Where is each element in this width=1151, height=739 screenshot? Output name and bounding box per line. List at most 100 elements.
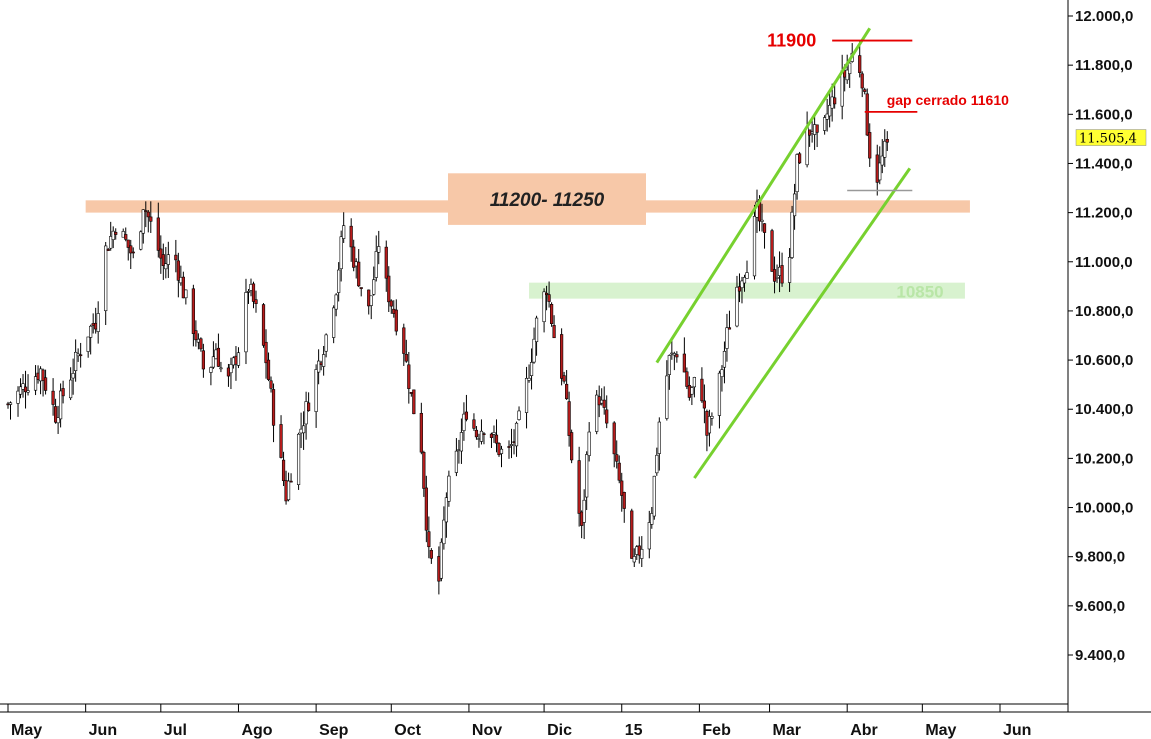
candle xyxy=(567,391,571,447)
candle xyxy=(89,324,93,355)
candle xyxy=(665,360,669,421)
candle xyxy=(337,262,341,302)
candle xyxy=(617,455,621,484)
candle xyxy=(828,91,832,128)
candle xyxy=(317,349,321,385)
candle xyxy=(86,336,90,358)
candle xyxy=(271,383,276,443)
candle xyxy=(161,243,165,280)
y-tick-label: 10.600,0 xyxy=(1075,352,1133,369)
candle xyxy=(266,352,271,382)
candle xyxy=(544,285,549,311)
candle xyxy=(26,374,30,396)
candle xyxy=(795,153,799,200)
candle xyxy=(534,315,539,356)
y-tick-label: 11.200,0 xyxy=(1075,205,1133,222)
candle xyxy=(509,428,514,459)
candle xyxy=(106,247,110,252)
candle xyxy=(532,327,536,364)
candle xyxy=(815,124,819,148)
candle xyxy=(565,370,569,400)
candle xyxy=(682,337,686,373)
candle xyxy=(685,367,689,390)
last-price-marker: 11.505,4 xyxy=(1075,129,1147,147)
candle xyxy=(499,445,504,468)
candle xyxy=(332,305,336,344)
candle xyxy=(787,248,792,292)
candle xyxy=(296,432,301,490)
candle xyxy=(181,271,185,299)
candle xyxy=(760,203,764,232)
x-tick-label: Dic xyxy=(547,722,572,739)
candle xyxy=(692,376,696,398)
candle xyxy=(129,239,133,270)
candle xyxy=(474,426,479,440)
candle xyxy=(547,281,551,308)
candle xyxy=(587,422,591,462)
candle xyxy=(790,205,794,260)
candle xyxy=(657,417,661,471)
candle xyxy=(524,366,529,429)
candle xyxy=(462,402,466,441)
candle xyxy=(289,473,293,483)
candle xyxy=(269,376,273,393)
candle xyxy=(352,239,356,272)
candle xyxy=(377,230,381,265)
candle xyxy=(780,252,784,287)
x-tick-label: Abr xyxy=(850,722,878,739)
candle xyxy=(595,390,599,435)
candle xyxy=(23,370,28,409)
candle xyxy=(8,401,13,420)
x-tick-label: Feb xyxy=(702,722,731,739)
x-tick-label: May xyxy=(11,722,42,739)
candle xyxy=(114,228,118,240)
candle xyxy=(96,301,100,344)
annotation-label-ann-11900: 11900 xyxy=(767,31,816,51)
candle xyxy=(199,337,203,352)
candle xyxy=(41,368,45,397)
candle xyxy=(444,492,448,538)
candle xyxy=(74,339,78,382)
candle xyxy=(742,274,747,292)
annotation-lines xyxy=(655,27,918,479)
candle xyxy=(472,413,476,431)
candle xyxy=(878,146,882,185)
candle xyxy=(402,323,406,366)
candle xyxy=(149,201,153,233)
x-tick-label: Nov xyxy=(472,722,502,739)
candle xyxy=(281,451,286,487)
candle xyxy=(407,351,411,404)
candle xyxy=(429,548,433,564)
candle xyxy=(211,341,216,369)
candle xyxy=(737,273,742,303)
candle xyxy=(279,415,283,459)
candle xyxy=(246,289,251,304)
candle xyxy=(752,204,757,280)
candle xyxy=(191,284,195,347)
candle xyxy=(412,389,416,415)
candle xyxy=(582,489,586,540)
candle xyxy=(176,252,180,298)
candle xyxy=(216,333,221,367)
candle xyxy=(404,339,408,363)
candle xyxy=(585,451,589,511)
candle xyxy=(126,239,130,261)
candle xyxy=(389,299,393,314)
candle xyxy=(707,409,712,447)
candle xyxy=(314,364,318,428)
x-tick-label: Oct xyxy=(394,722,421,739)
candle xyxy=(21,374,25,398)
candle xyxy=(59,383,63,428)
candle xyxy=(770,228,774,272)
candle xyxy=(690,386,694,406)
candle xyxy=(394,299,398,336)
candle xyxy=(735,275,739,328)
candle xyxy=(424,475,428,543)
candle xyxy=(339,230,343,282)
candle xyxy=(141,209,145,244)
candle xyxy=(261,303,266,348)
candle xyxy=(144,201,148,228)
candle xyxy=(647,510,651,559)
candle xyxy=(322,345,326,376)
